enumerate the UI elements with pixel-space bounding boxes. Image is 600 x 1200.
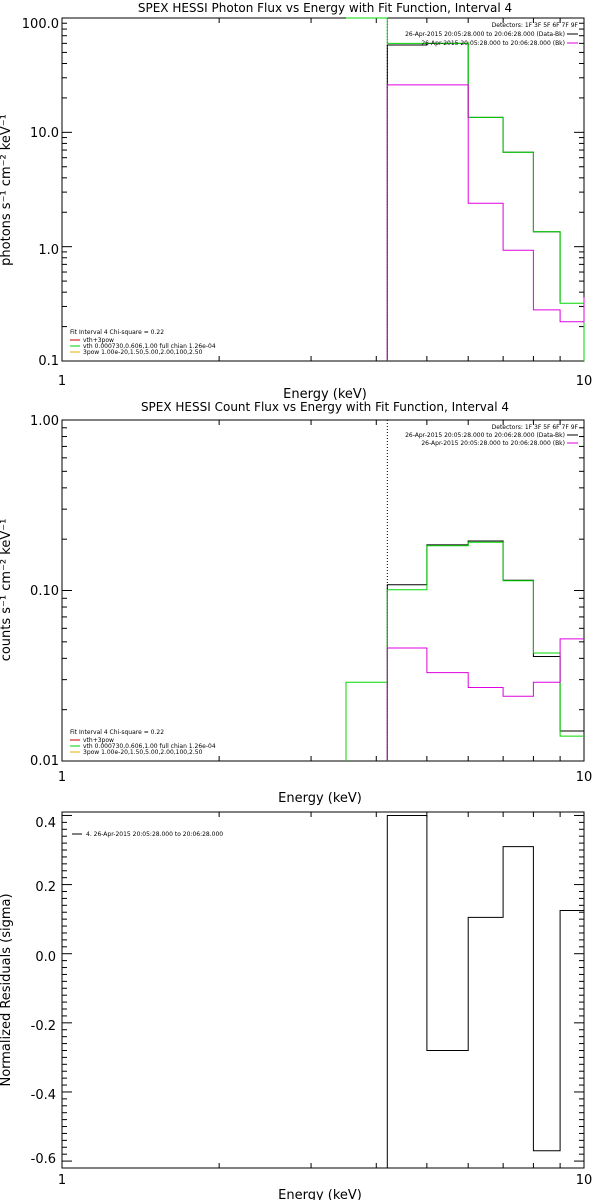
residuals-series-group: [386, 815, 585, 1168]
photon-xtick-1: 1: [58, 374, 66, 389]
photon-ytick-0-1: 0.1: [38, 354, 59, 369]
photon-series-bk: [386, 84, 585, 361]
count-axis-ticks: [61, 419, 585, 762]
photon-bk-line: 26-Apr-2015 20:05:28.000 to 20:06:28.000…: [421, 40, 565, 47]
residuals-panel: 0.4 0.2 0.0 -0.2 -0.4 -0.6 1 10 Energy (…: [0, 811, 593, 1200]
count-ytick-1: 1.00: [30, 414, 59, 429]
count-series-bk: [386, 638, 584, 761]
photon-databk-line: 26-Apr-2015 20:05:28.000 to 20:06:28.000…: [405, 31, 565, 38]
count-legend-vth3pow: vth+3pow: [83, 737, 114, 744]
resid-ytick-m0-4: -0.4: [31, 1088, 56, 1103]
count-legend-fit: Fit Interval 4 Chi-square = 0.22: [70, 729, 164, 736]
photon-legend-fit: Fit Interval 4 Chi-square = 0.22: [70, 329, 164, 336]
photon-ytick-1: 1.0: [38, 243, 59, 258]
photon-ytick-100: 100.0: [22, 17, 59, 32]
photon-legend-pow: 3pow 1.00e-20,1.50,5.00,2.00,100,2.50: [83, 349, 203, 356]
count-databk-line: 26-Apr-2015 20:05:28.000 to 20:06:28.000…: [405, 432, 565, 439]
photon-flux-title: SPEX HESSI Photon Flux vs Energy with Fi…: [138, 1, 512, 15]
resid-ytick-0-2: 0.2: [35, 880, 56, 895]
photon-ytick-10: 10.0: [30, 126, 59, 141]
resid-xlabel: Energy (keV): [278, 1188, 362, 1200]
count-series-group: [345, 420, 584, 761]
count-legend-pow: 3pow 1.00e-20,1.50,5.00,2.00,100,2.50: [83, 749, 203, 756]
photon-legend-vth3pow: vth+3pow: [83, 337, 114, 344]
count-legend-vth: vth 0.000730,0.606,1.00 full chian 1.26e…: [83, 743, 216, 750]
count-ytick-0-1: 0.10: [30, 584, 59, 599]
photon-axis-ticks: [61, 17, 585, 362]
resid-ytick-m0-6: -0.6: [31, 1152, 56, 1167]
photon-detectors-line: Detectors: 1F 3F 5F 6F 7F 9F: [492, 22, 579, 29]
count-xtick-10: 10: [576, 770, 593, 785]
photon-legend-vth: vth 0.000730,0.606,1.00 full chian 1.26e…: [83, 343, 216, 350]
count-flux-panel: SPEX HESSI Count Flux vs Energy with Fit…: [0, 400, 592, 806]
count-ylabel: counts s⁻¹ cm⁻² keV⁻¹: [0, 519, 14, 662]
residuals-axis-ticks: [61, 812, 585, 1168]
photon-plot-frame: [61, 17, 585, 362]
count-xtick-1: 1: [58, 770, 66, 785]
count-ytick-0-01: 0.01: [30, 754, 59, 769]
photon-series-group: [346, 17, 585, 361]
resid-ylabel: Normalized Residuals (sigma): [0, 893, 14, 1086]
photon-flux-panel: SPEX HESSI Photon Flux vs Energy with Fi…: [0, 1, 592, 402]
resid-xtick-10: 10: [576, 1173, 593, 1188]
resid-ytick-m0-2: -0.2: [31, 1019, 56, 1034]
resid-ytick-0-0: 0.0: [35, 950, 56, 965]
resid-series-4: [386, 815, 585, 1168]
photon-ylabel: photons s⁻¹ cm⁻² keV⁻¹: [0, 114, 14, 266]
count-xlabel: Energy (keV): [278, 791, 362, 806]
resid-xtick-1: 1: [58, 1173, 66, 1188]
count-bk-line: 26-Apr-2015 20:05:28.000 to 20:06:28.000…: [421, 440, 565, 447]
count-flux-title: SPEX HESSI Count Flux vs Energy with Fit…: [141, 400, 509, 414]
count-detectors-line: Detectors: 1F 3F 5F 6F 7F 9F: [492, 424, 579, 431]
photon-series-vth-3pow: [346, 17, 585, 361]
photon-xlabel: Energy (keV): [283, 387, 367, 402]
resid-ytick-0-4: 0.4: [35, 816, 56, 831]
resid-legend-text: 4. 26-Apr-2015 20:05:28.000 to 20:06:28.…: [86, 831, 223, 838]
photon-xtick-10: 10: [576, 374, 593, 389]
